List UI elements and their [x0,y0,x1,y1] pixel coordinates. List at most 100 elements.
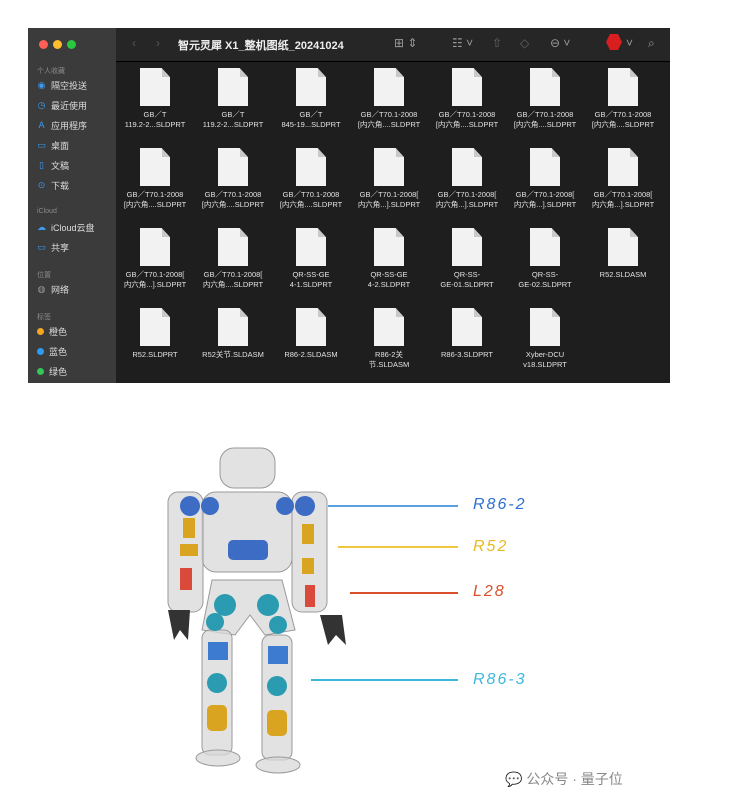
file-item[interactable]: GB／T70.1-2008[ 内六角...].SLDPRT [506,143,584,210]
file-name: GB／T70.1-2008 [内六角....SLDPRT [123,190,187,209]
sidebar-item-desktop[interactable]: ▭ 桌面 [37,138,69,152]
cloud-icon: ☁ [37,221,46,232]
file-name: GB／T70.1-2008[ 内六角...].SLDPRT [123,270,187,289]
document-file-icon [374,68,404,106]
document-file-icon [218,68,248,106]
sidebar: 个人收藏 ◉ 隔空投送 ◷ 最近使用 A 应用程序 ▭ 桌面 ▯ 文稿 ⊙ 下载 iClou… [28,28,116,383]
r86-2-actuator [268,646,288,664]
file-item[interactable]: QR-SS-GE 4-2.SLDPRT [350,223,428,290]
sidebar-item-label: 蓝色 [49,346,68,357]
sidebar-item-applications[interactable]: A 应用程序 [37,118,87,132]
sidebar-item-shared[interactable]: ▭ 共享 [37,240,69,254]
wechat-icon: 💬 [505,771,527,787]
file-name: GB／T70.1-2008[ 内六角...].SLDPRT [357,190,421,209]
file-item[interactable]: R52关节.SLDASM [194,303,272,360]
red-hexagon-app-icon[interactable] [606,34,622,50]
airdrop-icon: ◉ [37,79,46,90]
file-item[interactable]: R86-2.SLDASM [272,303,350,360]
sidebar-item-airdrop[interactable]: ◉ 隔空投送 [37,78,87,92]
file-item[interactable]: GB／T70.1-2008[ 内六角...].SLDPRT [584,143,662,210]
document-file-icon [218,148,248,186]
window-title: 智元灵犀 X1_整机图纸_20241024 [178,40,344,52]
r86-3-actuator [206,613,224,631]
file-item[interactable]: GB／T70.1-2008 [内六角....SLDPRT [350,63,428,130]
desktop-icon: ▭ [37,139,46,150]
label-l28: L28 [473,583,506,600]
sidebar-item-documents[interactable]: ▯ 文稿 [37,158,69,172]
sidebar-tag-orange[interactable]: 橙色 [37,324,67,338]
document-file-icon [530,308,560,346]
l28-actuator [305,585,315,607]
tag-icon[interactable]: ◇ [520,36,530,50]
file-item[interactable]: QR-SS- GE-01.SLDPRT [428,223,506,290]
r86-2-actuator [208,642,228,660]
r86-2-leader-line [328,505,458,507]
sidebar-item-label: 桌面 [51,140,70,151]
search-icon[interactable]: ⌕ [648,36,655,50]
file-name: GB／T70.1-2008[ 内六角...].SLDPRT [513,190,577,209]
sidebar-item-label: 下载 [51,180,70,191]
ellipsis-circle-icon[interactable]: ⊖ ˅ [550,36,571,50]
file-item[interactable]: Xyber-DCU v18.SLDPRT [506,303,584,370]
document-file-icon [296,68,326,106]
document-file-icon [452,308,482,346]
icloud-header: iCloud [37,208,57,215]
document-file-icon [140,68,170,106]
label-r86-3: R86-3 [473,671,527,688]
file-item[interactable]: GB／T70.1-2008[ 内六角....SLDPRT [194,223,272,290]
sidebar-tag-green[interactable]: 绿色 [37,364,67,378]
chevron-down-icon[interactable]: ˅ [626,36,634,50]
file-item[interactable]: GB／T70.1-2008[ 内六角...].SLDPRT [350,143,428,210]
file-item[interactable]: GB／T70.1-2008 [内六角....SLDPRT [116,143,194,210]
file-name: GB／T 845-19...SLDPRT [281,110,341,129]
sidebar-item-recents[interactable]: ◷ 最近使用 [37,98,87,112]
locations-header: 位置 [37,272,51,279]
file-item[interactable]: GB／T70.1-2008 [内六角....SLDPRT [428,63,506,130]
close-button[interactable] [39,40,48,49]
chevron-left-icon[interactable]: ‹ [132,36,136,50]
sidebar-item-downloads[interactable]: ⊙ 下载 [37,178,69,192]
green-dot-icon [37,367,44,375]
file-item[interactable]: R52.SLDPRT [116,303,194,360]
r52-actuator [302,524,314,544]
document-file-icon [140,148,170,186]
file-item[interactable]: GB／T70.1-2008 [内六角....SLDPRT [272,143,350,210]
file-item[interactable]: QR-SS-GE 4-1.SLDPRT [272,223,350,290]
file-item[interactable]: GB／T70.1-2008 [内六角....SLDPRT [194,143,272,210]
l28-actuator [180,568,192,590]
r86-3-actuator [269,616,287,634]
file-item[interactable]: QR-SS- GE-02.SLDPRT [506,223,584,290]
group-icon[interactable]: ☷ ˅ [452,36,474,50]
document-file-icon [452,228,482,266]
file-item[interactable]: R52.SLDASM [584,223,662,280]
r86-2-actuator [228,540,268,560]
file-item[interactable]: R86-3.SLDPRT [428,303,506,360]
file-item[interactable]: GB／T70.1-2008 [内六角....SLDPRT [584,63,662,130]
zoom-button[interactable] [67,40,76,49]
chevron-right-icon[interactable]: › [156,36,160,50]
file-grid: GB／T 119.2-2...SLDPRT GB／T 119.2-2...SLDP… [116,63,670,383]
file-item[interactable]: GB／T70.1-2008[ 内六角...].SLDPRT [116,223,194,290]
document-file-icon [140,228,170,266]
file-item[interactable]: GB／T70.1-2008[ 内六角...].SLDPRT [428,143,506,210]
file-item[interactable]: R86-2关 节.SLDASM [350,303,428,370]
file-item[interactable]: GB／T 845-19...SLDPRT [272,63,350,130]
file-name: GB／T 119.2-2...SLDPRT [202,110,264,129]
r52-leader-line [338,546,458,548]
file-item[interactable]: GB／T 119.2-2...SLDPRT [194,63,272,130]
minimize-button[interactable] [53,40,62,49]
r86-3-leader-line [311,679,458,681]
grid-view-icon[interactable]: ⊞ ⇕ [394,36,418,50]
file-item[interactable]: GB／T 119.2-2...SLDPRT [116,63,194,130]
file-item[interactable]: GB／T70.1-2008 [内六角....SLDPRT [506,63,584,130]
document-file-icon [608,148,638,186]
file-name: R52关节.SLDASM [202,350,264,359]
sidebar-item-icloud-drive[interactable]: ☁ iCloud云盘 [37,220,95,234]
sidebar-item-label: 文稿 [51,160,70,171]
sidebar-item-network[interactable]: ◍ 网络 [37,282,69,296]
share-icon[interactable]: ⇧ [492,36,503,50]
r86-2-actuator [276,497,294,515]
file-name: QR-SS- GE-02.SLDPRT [518,270,572,289]
sidebar-tag-blue[interactable]: 蓝色 [37,344,67,358]
blue-dot-icon [37,347,44,355]
